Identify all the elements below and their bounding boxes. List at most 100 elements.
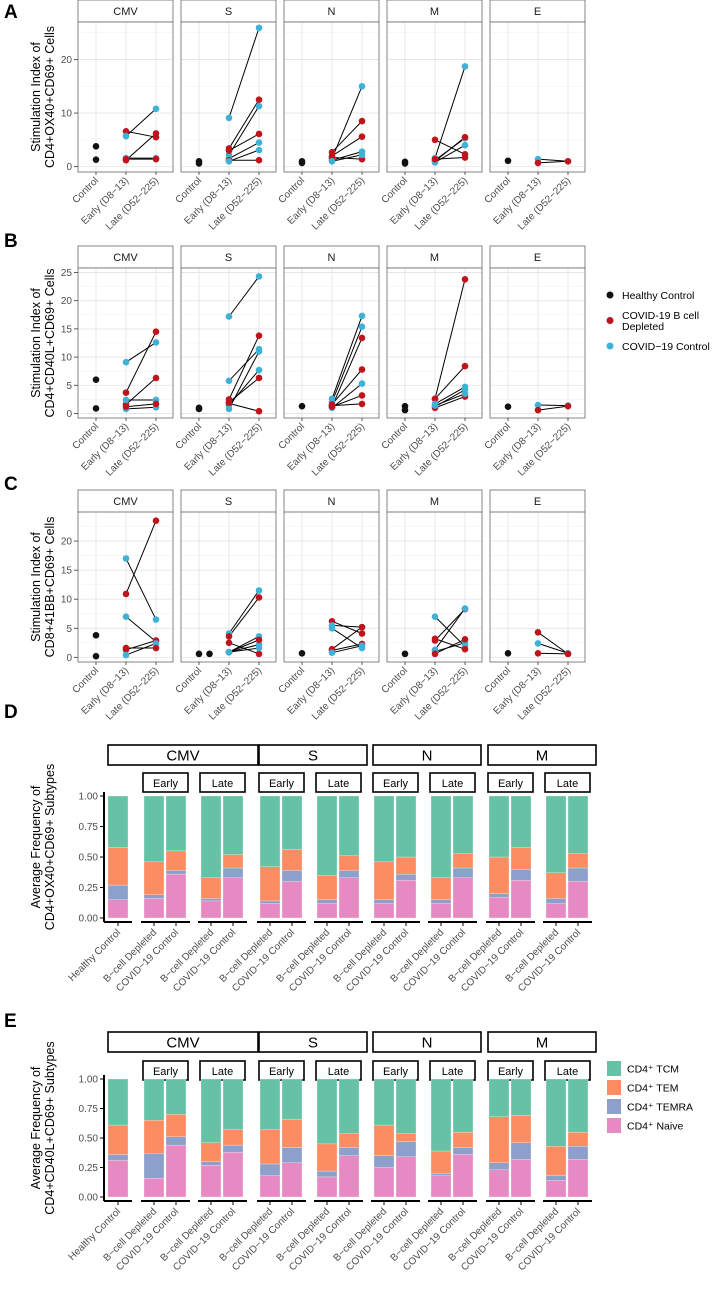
point-late-covid-control [255,24,263,32]
pair-line [434,144,466,163]
bar-segment-naive [567,1159,589,1198]
point-healthy-control [401,402,409,410]
bar-segment-tcm [316,1078,338,1145]
legend: CD4⁺ TCM CD4⁺ TEM CD4⁺ TEMRA CD4⁺ Naive [607,1061,693,1133]
point-early-depleted [122,590,130,598]
timepoint-strip-label: Early [498,778,524,790]
point-early-covid-control [225,648,233,656]
bar-segment-tem [430,1150,452,1174]
bar-segment-tcm [545,1078,567,1147]
point-late-depleted [358,623,366,631]
pair-line [537,652,569,655]
y-tick-label: 20 [61,537,73,548]
y-axis-label-line2: CD4+CD40L+CD69+ Subtypes [43,1041,57,1214]
facet-border [77,267,174,419]
point-healthy-control [504,403,512,411]
point-early-depleted [431,136,439,144]
bar-segment-naive [259,1175,281,1198]
facet-panel [284,22,379,172]
y-tick-label: 0.75 [79,1104,99,1115]
facet-border [180,267,277,419]
bar-segment-naive [316,1176,338,1198]
point-late-depleted [358,400,366,408]
bar-segment-temra [281,1147,303,1163]
y-tick-label: 0.00 [79,914,99,925]
point-early-covid-control [431,613,439,620]
point-late-depleted [564,402,572,410]
antigen-strip-label: N [422,748,433,765]
bar-segment-naive [200,900,222,919]
panel-D: D Average Frequency of CD4+OX40+CD69+ Subt… [4,702,597,994]
bar-segment-tcm [452,795,474,854]
timepoint-strip [544,772,591,793]
bar-segment-tcm [452,1078,474,1133]
bar-segment-tem [452,853,474,869]
bar-segment-tcm [200,795,222,878]
y-tick-label: 20 [61,296,73,307]
point-healthy-control [92,405,100,412]
x-tick-label: Late (D52−225) [104,421,161,478]
x-tick-label: Late (D52−225) [207,175,264,232]
bar-segment-tcm [281,1078,303,1120]
bar-segment-temra [567,867,589,882]
bar-segment-tem [488,856,510,894]
pair-line [331,326,363,403]
point-early-covid-control [122,132,130,140]
point-early-depleted [431,650,439,658]
point-early-covid-control [534,401,542,409]
point-early-covid-control [225,313,233,320]
pair-line [228,644,260,653]
timepoint-strip-label: Late [328,1066,349,1078]
point-late-depleted [461,645,469,653]
y-axis-label-line1: Stimulation Index of [29,288,43,398]
point-early-depleted [328,402,336,409]
bar-segment-tem [545,1146,567,1176]
bar-segment-naive [200,1164,222,1198]
x-tick-label: Late (D52−225) [413,175,470,232]
x-tick-label: Late (D52−225) [516,665,573,722]
facet-border [77,511,174,663]
point-late-depleted [152,400,160,408]
pair-line [537,160,569,164]
pair-line [537,631,569,655]
antigen-strip [258,744,368,766]
bar-segment-naive [488,1169,510,1198]
pair-line [331,403,363,407]
point-late-depleted [564,650,572,658]
pair-line [434,386,466,405]
point-early-covid-control [328,157,336,165]
point-early-depleted [122,155,130,163]
pair-line [228,351,260,410]
point-early-depleted [225,639,233,647]
pair-line [125,342,157,363]
bar-segment-naive [430,1175,452,1198]
antigen-strip [107,744,259,766]
facet-strip-label: E [534,496,541,508]
timepoint-strip [142,1060,189,1081]
point-healthy-control [298,157,306,165]
bar-segment-tem [259,1129,281,1165]
bar-segment-naive [281,881,303,919]
point-late-depleted [564,157,572,165]
bar-segment-tem [545,872,567,899]
facet-border [489,21,586,173]
bar-segment-tcm [488,1078,510,1117]
legend-key-tcm [607,1061,621,1076]
facet-strip-label: S [225,6,232,18]
timepoint-strip [258,772,305,793]
point-late-covid-control [152,105,160,113]
bar-segment-naive [510,880,532,919]
pair-line [537,404,569,407]
bar-segment-tcm [373,1078,395,1126]
pair-line [331,643,363,651]
facet-panel [490,512,585,662]
panel-label: C [4,474,18,495]
facet-border [489,267,586,419]
bar-segment-tem [316,1143,338,1172]
point-late-depleted [152,155,160,163]
timepoint-strip [199,1060,246,1081]
bar-segment-tem [107,1124,129,1155]
facet-border [180,21,277,173]
